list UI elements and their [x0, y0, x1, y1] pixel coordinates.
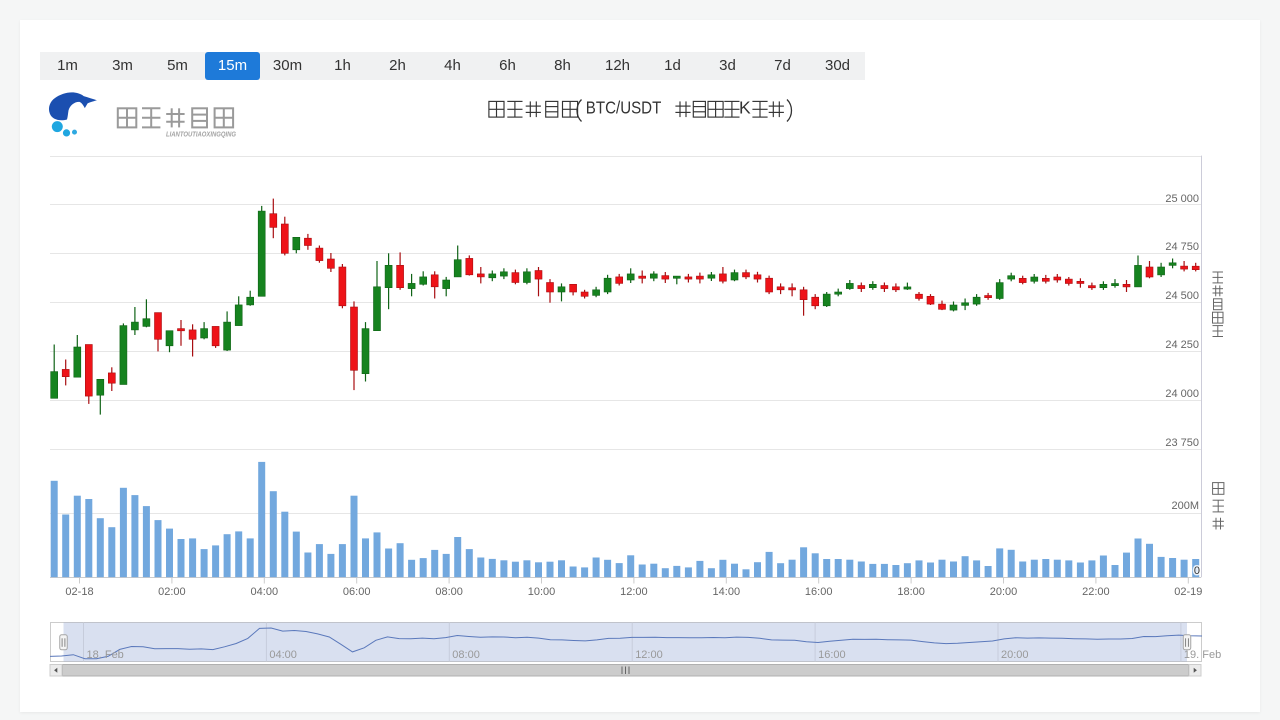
svg-text:BTC/USDT: BTC/USDT — [586, 98, 662, 118]
svg-text:20:00: 20:00 — [990, 586, 1018, 598]
svg-text:24 000: 24 000 — [1165, 388, 1199, 400]
svg-text:0: 0 — [1194, 565, 1200, 577]
svg-text:12:00: 12:00 — [620, 586, 648, 598]
svg-text:18:00: 18:00 — [897, 586, 925, 598]
svg-text:LIANTOUTIAOXINGQING: LIANTOUTIAOXINGQING — [166, 130, 236, 139]
svg-text:K: K — [739, 98, 751, 118]
svg-text:24 250: 24 250 — [1165, 339, 1199, 351]
svg-text:16:00: 16:00 — [818, 649, 846, 661]
svg-text:25 000: 25 000 — [1165, 193, 1199, 205]
svg-text:02:00: 02:00 — [158, 586, 186, 598]
svg-text:02-19: 02-19 — [1174, 586, 1202, 598]
svg-text:20:00: 20:00 — [1001, 649, 1029, 661]
svg-text:16:00: 16:00 — [805, 586, 833, 598]
svg-text:12:00: 12:00 — [635, 649, 663, 661]
svg-text:10:00: 10:00 — [528, 586, 556, 598]
svg-text:19. Feb: 19. Feb — [1184, 649, 1221, 661]
svg-text:04:00: 04:00 — [251, 586, 279, 598]
svg-text:08:00: 08:00 — [452, 649, 480, 661]
svg-text:18. Feb: 18. Feb — [87, 649, 124, 661]
svg-text:22:00: 22:00 — [1082, 586, 1110, 598]
svg-text:04:00: 04:00 — [269, 649, 297, 661]
svg-text:200M: 200M — [1171, 500, 1199, 512]
svg-text:0: 0 — [1194, 565, 1200, 577]
svg-text:24 750: 24 750 — [1165, 241, 1199, 253]
svg-text:24 500: 24 500 — [1165, 290, 1199, 302]
svg-text:08:00: 08:00 — [435, 586, 463, 598]
svg-text:14:00: 14:00 — [713, 586, 741, 598]
svg-text:23 750: 23 750 — [1165, 437, 1199, 449]
svg-text:06:00: 06:00 — [343, 586, 371, 598]
svg-text:02-18: 02-18 — [65, 586, 93, 598]
